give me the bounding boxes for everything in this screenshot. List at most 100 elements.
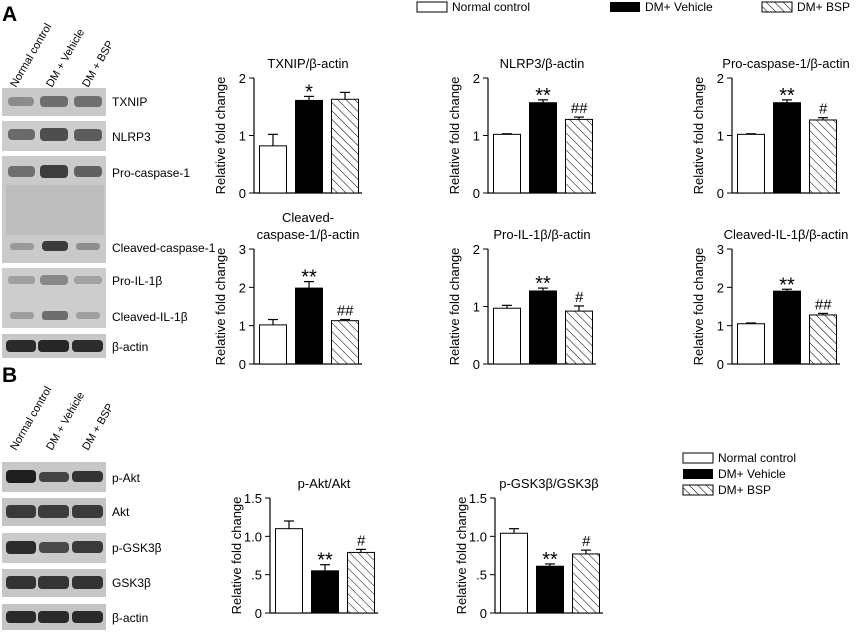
chart-pgsk3b: p-GSK3β/GSK3β Relative fold change 0 .5 1.0 1…: [454, 476, 603, 621]
band-procasp-2: [40, 165, 68, 178]
y-tick-label-proil1b-2: 2: [473, 242, 480, 257]
band-clcasp-1: [10, 243, 34, 250]
chart-ylabel-txnip: Relative fold change: [213, 77, 228, 195]
chart-title-proil1b: Pro-IL-1β/β-actin: [493, 227, 590, 242]
y-tick-label-pakt-1: .5: [251, 568, 262, 583]
y-tick-label-pakt-2: 1.0: [244, 529, 262, 544]
y-tick-label-cleavedcasp1-3: 3: [239, 242, 246, 257]
legend-label-bsp: DM+ BSP: [797, 0, 850, 14]
significance-cleavedcasp1-bsp: ##: [337, 303, 354, 320]
y-tick-label-cleavedil1b-1: 1: [717, 319, 724, 334]
band-procasp-1: [8, 166, 35, 177]
legend-label-normal: Normal control: [452, 0, 530, 14]
band-proil-1: [8, 276, 35, 284]
western-blot-b: Normal control DM + Vehicle DM + BSP p-A…: [2, 385, 162, 630]
legend-b-swatch-bsp: [682, 484, 714, 496]
band-txnip-3: [74, 96, 102, 107]
bar-cleavedcasp1-vehicle: [295, 287, 323, 365]
chart-ylabel-cleavedil1b: Relative fold change: [691, 248, 706, 366]
band-pgsk-2: [39, 542, 69, 553]
significance-cleavedil1b-vehicle: **: [779, 274, 795, 296]
y-tick-label-nlrp3-1: 1: [473, 129, 480, 144]
band-procasp-3: [74, 166, 102, 177]
chart-ylabel-pakt: Relative fold change: [229, 497, 244, 615]
blot-b-lane-vehicle: DM + Vehicle: [44, 390, 87, 452]
y-tick-label-cleavedcasp1-1: 1: [239, 319, 246, 334]
bar-txnip-vehicle: [295, 99, 323, 194]
band-actin-b-3: [72, 611, 103, 623]
y-tick-label-pgsk3b-1: .5: [476, 568, 487, 583]
y-tick-label-cleavedil1b-0: 0: [717, 357, 724, 372]
bar-procasp1-bsp: [809, 119, 837, 194]
bar-pgsk3b-bsp: [572, 553, 600, 614]
blot-b-label-pakt: p-Akt: [112, 471, 141, 485]
band-gsk-1: [6, 576, 36, 589]
bar-pgsk3b-vehicle: [536, 565, 564, 614]
legend-label-vehicle: DM+ Vehicle: [645, 0, 713, 14]
significance-pakt-bsp: #: [357, 532, 366, 549]
band-txnip-2: [40, 96, 68, 107]
chart-ylabel-nlrp3: Relative fold change: [447, 77, 462, 195]
band-gsk-2: [38, 576, 69, 589]
significance-cleavedcasp1-vehicle: **: [301, 267, 317, 289]
blot-b-label-actin: β-actin: [112, 611, 148, 625]
chart-cleavedcasp1: Cleaved-caspase-1/β-actin Relative fold c…: [213, 210, 362, 372]
bar-cleavedil1b-bsp: [809, 314, 837, 365]
blot-b-lane-bsp: DM + BSP: [80, 402, 116, 453]
y-tick-label-txnip-2: 2: [239, 71, 246, 86]
significance-cleavedil1b-bsp: ##: [815, 296, 832, 313]
chart-cleavedil1b: Cleaved-IL-1β/β-actin Relative fold chang…: [691, 227, 848, 372]
significance-proil1b-bsp: #: [575, 289, 584, 306]
y-tick-label-proil1b-0: 0: [473, 357, 480, 372]
chart-title-cleavedil1b: Cleaved-IL-1β/β-actin: [724, 227, 849, 242]
significance-nlrp3-bsp: ##: [571, 100, 588, 117]
legend-b-label-bsp: DM+ BSP: [718, 483, 771, 497]
band-akt-1: [6, 505, 36, 518]
band-akt-2: [38, 505, 69, 518]
blot-a-label-procasp: Pro-caspase-1: [112, 166, 190, 180]
chart-title-txnip: TXNIP/β-actin: [267, 56, 348, 71]
significance-pgsk3b-vehicle: **: [542, 549, 558, 571]
y-tick-label-nlrp3-0: 0: [473, 186, 480, 201]
blot-b-label-gsk: GSK3β: [112, 576, 151, 590]
chart-ylabel-cleavedcasp1: Relative fold change: [213, 248, 228, 366]
bar-charts: TXNIP/β-actin Relative fold change 0 1 2 * NLR…: [213, 56, 850, 621]
chart-title-nlrp3: NLRP3/β-actin: [500, 56, 585, 71]
blot-a-lane-bsp: DM + BSP: [80, 39, 116, 90]
blot-a-label-txnip: TXNIP: [112, 95, 147, 109]
y-tick-label-txnip-0: 0: [239, 186, 246, 201]
chart-nlrp3: NLRP3/β-actin Relative fold change 0 1 2 ** ##: [447, 56, 596, 201]
legend-swatch-bsp: [761, 1, 793, 13]
band-proil-2: [40, 275, 68, 285]
blot-a-label-nlrp3: NLRP3: [112, 130, 151, 144]
band-nlrp3-3: [74, 129, 102, 141]
western-blot-a: Normal control DM + Vehicle DM + BSP TXN…: [2, 22, 216, 358]
blot-a-lane-vehicle: DM + Vehicle: [44, 27, 87, 89]
bar-pakt-vehicle: [311, 570, 339, 614]
legend-b-label-vehicle: DM+ Vehicle: [718, 467, 786, 481]
significance-nlrp3-vehicle: **: [535, 85, 551, 107]
legend-b-label-normal: Normal control: [718, 451, 796, 465]
legend-swatch-normal: [416, 1, 448, 13]
y-tick-label-txnip-1: 1: [239, 129, 246, 144]
bar-procasp1-vehicle: [773, 102, 801, 194]
band-nlrp3-1: [8, 129, 35, 140]
blot-b-label-akt: Akt: [112, 505, 130, 519]
band-actin-a-2: [38, 340, 69, 352]
y-tick-label-pakt-0: 0: [255, 606, 262, 621]
y-tick-label-pgsk3b-3: 1.5: [469, 491, 487, 506]
legend-b-swatch-normal: [682, 452, 714, 464]
y-tick-label-procasp1-1: 1: [717, 129, 724, 144]
chart-ylabel-procasp1: Relative fold change: [691, 77, 706, 195]
y-tick-label-cleavedcasp1-2: 2: [239, 280, 246, 295]
band-pakt-1: [6, 470, 36, 483]
bar-cleavedcasp1-bsp: [331, 320, 359, 365]
bar-pakt-bsp: [347, 551, 375, 614]
band-akt-3: [72, 505, 103, 518]
chart-title-pakt: p-Akt/Akt: [298, 476, 351, 491]
band-clcasp-2: [42, 241, 68, 251]
chart-title-pgsk3b: p-GSK3β/GSK3β: [499, 476, 599, 491]
band-clil-3: [76, 312, 100, 319]
y-tick-label-pgsk3b-0: 0: [480, 606, 487, 621]
